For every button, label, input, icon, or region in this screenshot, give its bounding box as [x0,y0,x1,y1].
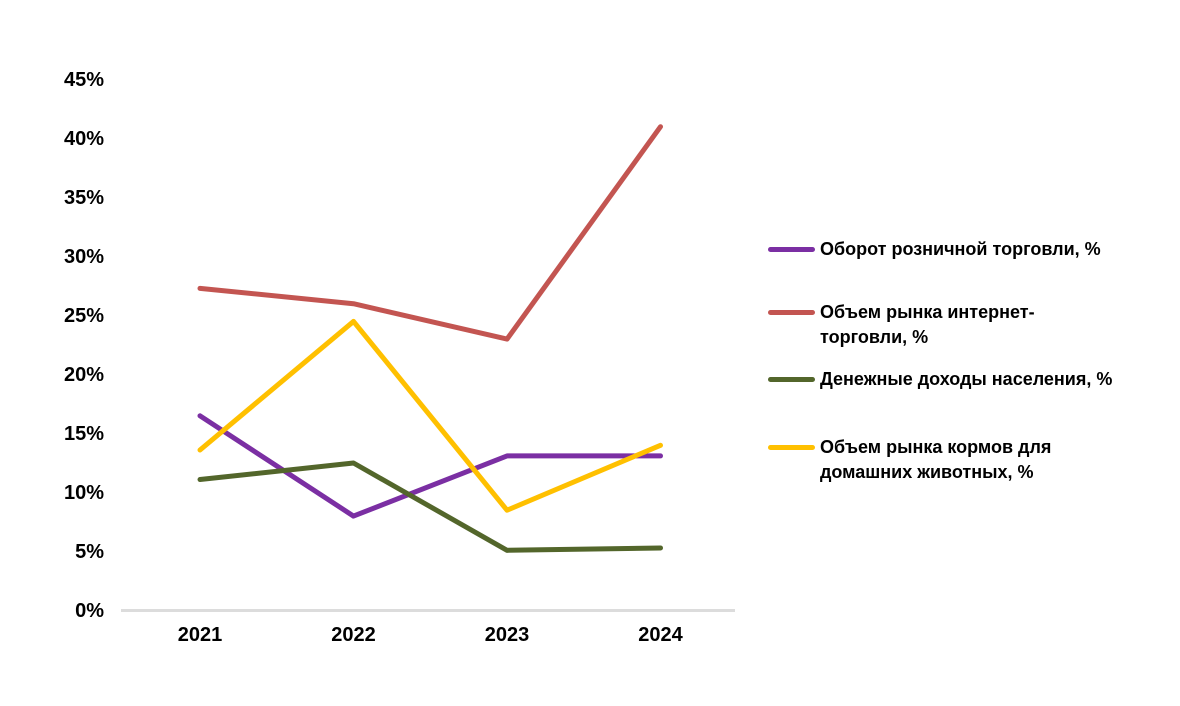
series-line-3 [197,318,663,513]
y-tick-label: 0% [75,599,104,622]
legend-item-0: Оборот розничной торговли, % [768,237,1101,262]
y-tick-label: 35% [63,186,104,209]
y-tick-label: 25% [63,304,104,327]
y-tick-label: 45% [63,68,104,91]
y-tick-label: 20% [63,363,104,386]
legend-label: Денежные доходы населения, % [820,369,1113,389]
legend-swatch-icon [768,247,815,252]
y-tick-label: 10% [63,481,104,504]
legend-item-3: Объем рынка кормов для домашних животных… [768,435,1051,485]
legend-swatch-icon [768,310,815,315]
legend-item-2: Денежные доходы населения, % [768,367,1112,392]
y-tick-label: 30% [63,245,104,268]
legend-label: Оборот розничной торговли, % [820,239,1101,259]
legend-swatch-icon [768,445,815,450]
y-tick-label: 15% [63,422,104,445]
x-tick-label: 2023 [484,624,530,646]
x-tick-label: 2022 [331,624,376,646]
series-line-0 [197,413,663,519]
x-tick-label: 2021 [177,624,223,646]
legend-item-1: Объем рынка интернет- торговли, % [768,300,1035,350]
series-line-2 [197,460,663,553]
chart-legend: Оборот розничной торговли, % Объем рынка … [768,0,1173,706]
legend-swatch-icon [768,377,815,382]
legend-label: Объем рынка кормов для домашних животных… [820,437,1052,482]
series-line-1 [197,124,663,342]
x-tick-label: 2024 [638,624,683,646]
legend-label: Объем рынка интернет- торговли, % [820,302,1035,347]
y-tick-label: 40% [63,127,104,150]
y-tick-label: 5% [75,540,104,563]
